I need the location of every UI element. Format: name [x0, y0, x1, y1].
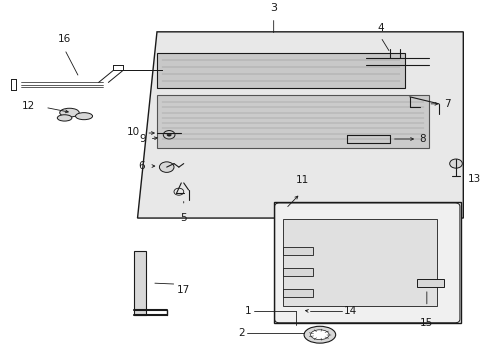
Polygon shape	[137, 32, 462, 218]
Bar	[157, 95, 428, 148]
Text: 3: 3	[270, 3, 277, 13]
Text: 1: 1	[244, 306, 251, 316]
Circle shape	[166, 133, 171, 136]
Text: 4: 4	[377, 23, 383, 32]
Ellipse shape	[310, 330, 328, 339]
Text: 16: 16	[58, 34, 71, 44]
Bar	[134, 251, 145, 315]
Text: 8: 8	[419, 134, 426, 144]
Circle shape	[159, 162, 174, 172]
Ellipse shape	[304, 326, 335, 343]
Bar	[283, 268, 312, 276]
Text: 6: 6	[138, 161, 144, 171]
Text: 7: 7	[443, 99, 449, 109]
Text: 10: 10	[126, 127, 140, 137]
Text: 11: 11	[295, 175, 308, 185]
Text: 2: 2	[237, 328, 244, 338]
Text: 9: 9	[140, 134, 146, 144]
Text: 14: 14	[344, 306, 357, 316]
Text: 13: 13	[467, 174, 480, 184]
Bar	[283, 247, 312, 255]
Bar	[416, 279, 443, 287]
Bar	[283, 219, 436, 306]
Ellipse shape	[75, 113, 92, 120]
Text: 15: 15	[419, 318, 432, 328]
Ellipse shape	[60, 108, 79, 117]
Circle shape	[449, 159, 461, 168]
Text: 12: 12	[22, 100, 35, 111]
Text: 17: 17	[177, 285, 190, 295]
Text: 5: 5	[180, 213, 186, 223]
Bar	[273, 202, 460, 324]
Ellipse shape	[57, 115, 72, 121]
Bar	[283, 289, 312, 297]
Bar	[157, 53, 404, 88]
